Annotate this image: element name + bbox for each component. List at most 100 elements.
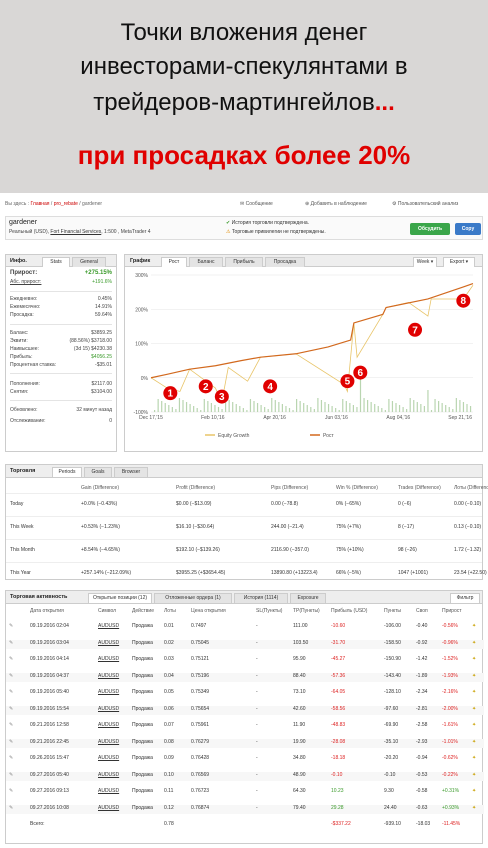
- edit-icon[interactable]: ✎: [9, 705, 14, 712]
- activity-cell: 09.27.2016 05:40: [30, 771, 69, 778]
- activity-cell: -2.16%: [442, 689, 458, 695]
- volume-bar: [214, 405, 216, 412]
- activity-header-cell[interactable]: Символ: [98, 608, 117, 614]
- check-icon: ✔: [226, 220, 231, 226]
- activity-cell: -57.36: [331, 672, 346, 679]
- message-link[interactable]: ✉ Сообщение: [240, 201, 273, 207]
- edit-icon[interactable]: ✎: [9, 672, 14, 679]
- activity-cell[interactable]: AUDUSD: [98, 672, 120, 679]
- volume-bar: [185, 402, 188, 412]
- activity-header-cell[interactable]: Действие: [132, 608, 154, 614]
- trading-cell: $0.00 (−$13.09): [176, 501, 212, 507]
- tab-goals[interactable]: Goals: [84, 467, 112, 477]
- breadcrumb-home[interactable]: Главная: [30, 201, 50, 207]
- tab-periods[interactable]: Periods: [52, 467, 82, 477]
- chart-icon[interactable]: ✦: [472, 755, 477, 761]
- activity-cell: -1.89: [416, 672, 428, 679]
- breadcrumb-section[interactable]: pro_rebate: [53, 201, 78, 207]
- volume-bar: [292, 410, 294, 412]
- edit-icon[interactable]: ✎: [9, 656, 14, 662]
- edit-icon[interactable]: ✎: [9, 755, 14, 761]
- volume-bar: [359, 379, 362, 412]
- chart-icon[interactable]: ✦: [472, 738, 477, 745]
- activity-cell[interactable]: AUDUSD: [98, 705, 120, 712]
- chart-icon[interactable]: ✦: [472, 639, 477, 646]
- activity-cell[interactable]: AUDUSD: [98, 738, 120, 745]
- chart-icon[interactable]: ✦: [472, 672, 477, 679]
- activity-header-cell[interactable]: SL(Пункты): [256, 608, 283, 614]
- filter-button[interactable]: Фильтр: [450, 593, 480, 603]
- activity-cell: 09.21.2016 12:58: [30, 722, 69, 728]
- edit-icon[interactable]: ✎: [9, 689, 14, 695]
- chart-icon[interactable]: ✦: [472, 804, 477, 811]
- activity-cell[interactable]: AUDUSD: [98, 771, 120, 778]
- copy-button[interactable]: Copy: [455, 223, 481, 235]
- trading-header-cell: Profit (Difference): [176, 485, 216, 491]
- breadcrumb: Вы здесь : Главная / pro_rebate / garden…: [5, 201, 103, 207]
- watch-link[interactable]: ⊕ Добавить в наблюдение: [305, 201, 367, 207]
- activity-cell[interactable]: AUDUSD: [98, 623, 120, 629]
- edit-icon[interactable]: ✎: [9, 804, 14, 811]
- volume-bar: [391, 401, 394, 412]
- broker-link[interactable]: Fort Financial Services: [50, 229, 102, 235]
- chart-icon[interactable]: ✦: [472, 722, 477, 728]
- tab-growth[interactable]: Рост: [161, 257, 187, 267]
- activity-cell[interactable]: AUDUSD: [98, 639, 120, 646]
- activity-header-cell[interactable]: Прибыль (USD): [331, 608, 368, 614]
- chart-icon[interactable]: ✦: [472, 689, 477, 695]
- account-header: gardener Реальный (USD), Fort Financial …: [5, 216, 483, 240]
- activity-cell[interactable]: AUDUSD: [98, 722, 120, 728]
- trading-cell: +0.0% (−0.43%): [81, 501, 118, 507]
- tab-stats[interactable]: Stats: [42, 257, 70, 267]
- info-value: +275.15%: [84, 270, 112, 276]
- activity-cell: 95.90: [293, 656, 306, 662]
- activity-cell[interactable]: AUDUSD: [98, 788, 120, 794]
- activity-cell[interactable]: AUDUSD: [98, 804, 120, 811]
- activity-header-cell[interactable]: Дата открытия: [30, 608, 64, 614]
- tab-history[interactable]: История (1114): [234, 593, 288, 603]
- discuss-button[interactable]: Обсудить: [410, 223, 450, 235]
- activity-cell: -48.83: [331, 722, 346, 728]
- chart-icon[interactable]: ✦: [472, 656, 477, 662]
- info-value: 32 минут назад: [76, 407, 112, 413]
- activity-cell: Продажа: [132, 771, 153, 778]
- activity-header-cell[interactable]: Цена открытия: [191, 608, 226, 614]
- activity-cell: -0.92: [416, 639, 428, 646]
- tab-open-positions[interactable]: Открытые позиции (12): [88, 593, 152, 603]
- chart-icon[interactable]: ✦: [472, 771, 477, 778]
- activity-cell: Продажа: [132, 738, 153, 745]
- activity-cell[interactable]: AUDUSD: [98, 755, 120, 761]
- activity-header-cell[interactable]: Своп: [416, 608, 428, 614]
- legend-equity: Equity Growth: [218, 433, 250, 439]
- edit-icon[interactable]: ✎: [9, 722, 14, 728]
- chart-icon[interactable]: ✦: [472, 705, 477, 712]
- edit-icon[interactable]: ✎: [9, 639, 14, 646]
- tab-drawdown[interactable]: Просадка: [265, 257, 305, 267]
- edit-icon[interactable]: ✎: [9, 738, 14, 745]
- activity-header-cell[interactable]: Прирост: [442, 608, 462, 614]
- chart-icon[interactable]: ✦: [472, 788, 477, 794]
- tab-balance[interactable]: Баланс: [189, 257, 223, 267]
- edit-icon[interactable]: ✎: [9, 771, 14, 778]
- tab-pending-orders[interactable]: Отложенные ордера (1): [154, 593, 232, 603]
- activity-cell: 0.7497: [191, 623, 207, 629]
- tab-profit[interactable]: Прибыль: [225, 257, 263, 267]
- activity-header-cell[interactable]: TP(Пункты): [293, 608, 320, 614]
- analysis-link[interactable]: ⚙ Пользовательский анализ: [392, 201, 459, 207]
- edit-icon[interactable]: ✎: [9, 788, 14, 794]
- activity-cell[interactable]: AUDUSD: [98, 656, 120, 662]
- activity-header-cell[interactable]: Лоты: [164, 608, 176, 614]
- chart-icon[interactable]: ✦: [472, 623, 477, 629]
- edit-icon[interactable]: ✎: [9, 623, 14, 629]
- tab-general[interactable]: General: [72, 257, 106, 267]
- activity-header-cell[interactable]: Пункты: [384, 608, 401, 614]
- tab-browser[interactable]: Browser: [114, 467, 148, 477]
- trading-cell: 1.72 (−1.32): [454, 547, 482, 553]
- x-tick-label: Jun 03,'16: [325, 415, 348, 421]
- week-select[interactable]: Week ▾: [413, 257, 437, 267]
- activity-cell[interactable]: AUDUSD: [98, 689, 120, 695]
- graph-panel: График Рост Баланс Прибыль Просадка Week…: [124, 254, 483, 452]
- tab-exposure[interactable]: Exposure: [290, 593, 326, 603]
- export-select[interactable]: Export ▾: [443, 257, 475, 267]
- volume-bar: [271, 398, 273, 412]
